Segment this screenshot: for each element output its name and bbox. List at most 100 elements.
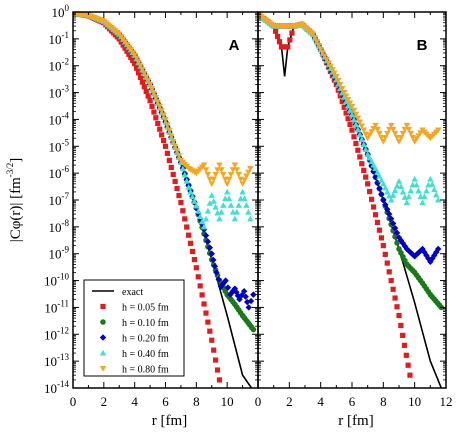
data-point (348, 111, 356, 118)
y-tick-label: 10-6 (49, 164, 70, 181)
data-point (415, 187, 422, 194)
data-point (191, 257, 198, 263)
data-point (160, 112, 167, 119)
data-point (130, 57, 136, 64)
data-point (195, 274, 201, 280)
data-point (407, 187, 414, 194)
data-point (250, 326, 257, 333)
data-point (206, 244, 214, 251)
data-point (162, 116, 169, 123)
legend-marker-swatch (100, 319, 106, 325)
data-point (344, 102, 352, 109)
data-point (407, 372, 413, 378)
data-point (363, 174, 369, 180)
data-point (431, 186, 438, 193)
data-point (220, 202, 227, 208)
data-point (216, 162, 223, 169)
legend-label: h = 0.40 fm (122, 349, 169, 360)
data-point (152, 95, 160, 101)
data-point (400, 332, 406, 338)
x-tick-label: 10 (408, 394, 421, 409)
legend-entry: h = 0.80 fm (99, 365, 169, 376)
data-point (143, 74, 150, 81)
data-point (155, 120, 161, 127)
x-tick-label: 2 (101, 394, 108, 409)
data-point (210, 256, 217, 264)
data-point (124, 48, 130, 54)
y-tick-label: 10-4 (49, 110, 70, 127)
data-point (241, 177, 248, 184)
data-point (360, 127, 367, 134)
data-point (203, 310, 209, 316)
data-point (419, 199, 426, 206)
data-point (389, 220, 397, 227)
data-point (399, 188, 407, 195)
data-point (231, 215, 239, 222)
data-point (367, 188, 373, 195)
data-point (160, 137, 167, 144)
data-point (376, 130, 383, 137)
data-point (247, 297, 255, 305)
data-point (245, 208, 252, 215)
data-point (162, 143, 169, 149)
y-tick-label: 10-12 (44, 325, 69, 342)
series-h-0-80-fm (73, 12, 254, 188)
data-point (170, 171, 176, 178)
y-tick-label: 10-9 (49, 245, 70, 262)
data-point (387, 215, 395, 222)
x-tick-label: 4 (131, 394, 138, 409)
data-point (358, 136, 365, 143)
data-point (210, 176, 217, 183)
data-point (214, 367, 221, 373)
legend-label: h = 0.10 fm (122, 318, 169, 329)
data-point (405, 126, 412, 133)
data-point (164, 150, 171, 156)
y-tick-label: 100 (52, 3, 70, 20)
data-point (287, 37, 293, 43)
data-point (128, 54, 134, 61)
data-point (372, 173, 379, 181)
data-point (427, 175, 434, 182)
data-point (405, 362, 411, 368)
data-point (144, 78, 152, 85)
data-point (176, 192, 182, 199)
data-point (341, 104, 347, 110)
x-tick-label: 6 (162, 394, 169, 409)
data-point (356, 131, 364, 138)
data-point (365, 181, 371, 187)
data-point (399, 130, 407, 137)
y-axis-title-main: |Cφ(r)| [fm (8, 177, 24, 242)
y-tick-label: 10-7 (49, 191, 70, 208)
data-point (382, 184, 389, 191)
data-point (208, 250, 215, 257)
legend-label: h = 0.20 fm (122, 334, 169, 345)
data-point (168, 164, 174, 170)
data-point (208, 192, 215, 198)
data-point (189, 248, 196, 255)
data-point (166, 127, 173, 134)
data-point (135, 59, 142, 66)
data-point (153, 115, 159, 121)
data-point (273, 28, 279, 34)
data-point (133, 56, 140, 62)
data-point (397, 134, 405, 141)
data-point (168, 133, 175, 140)
x-tick-label: 8 (380, 394, 387, 409)
data-point (376, 185, 383, 192)
data-point (403, 122, 411, 129)
data-point (156, 103, 163, 110)
data-point (187, 240, 194, 246)
data-point (378, 176, 385, 183)
data-point (315, 43, 322, 49)
data-point (149, 103, 155, 109)
data-point (215, 276, 222, 283)
data-point (396, 312, 402, 319)
data-point (141, 84, 147, 90)
data-point (374, 219, 381, 226)
svg-text:|Cφ(r)| [fm-3/2]: |Cφ(r)| [fm-3/2] (5, 158, 24, 243)
data-point (386, 210, 393, 218)
legend-entry: exact (92, 287, 143, 298)
data-point (311, 35, 318, 42)
data-point (289, 30, 295, 36)
